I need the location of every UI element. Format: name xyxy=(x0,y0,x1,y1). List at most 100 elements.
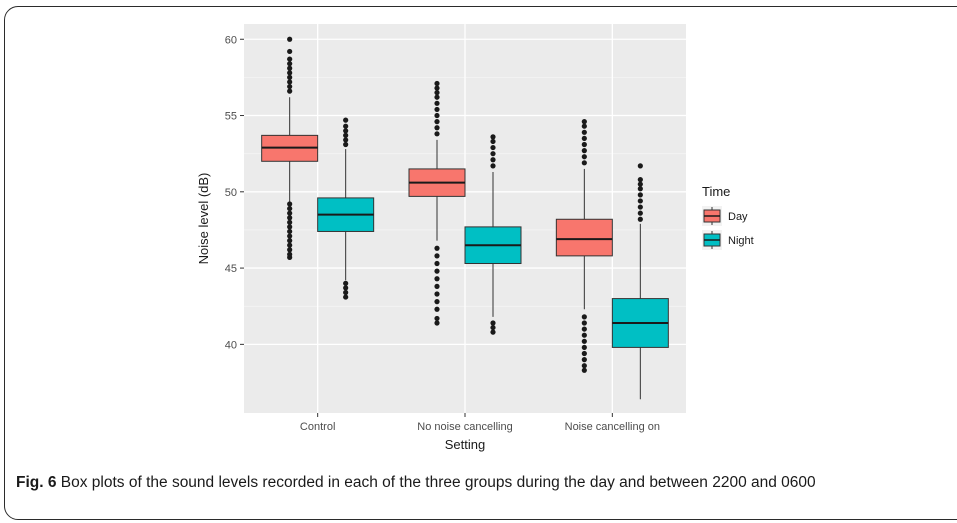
outlier-point xyxy=(582,339,587,344)
chart-svg: 40 45 50 55 60 Control No noise cancelling Nois… xyxy=(180,24,800,464)
outlier-point xyxy=(287,224,292,229)
outlier-point xyxy=(434,90,439,95)
outlier-point xyxy=(434,320,439,325)
outlier-point xyxy=(582,124,587,129)
outlier-point xyxy=(582,333,587,338)
outlier-point xyxy=(582,142,587,147)
outlier-point xyxy=(490,325,495,330)
outlier-point xyxy=(287,206,292,211)
outlier-point xyxy=(582,160,587,165)
outlier-point xyxy=(287,49,292,54)
outlier-point xyxy=(638,186,643,191)
outlier-point xyxy=(287,66,292,71)
outlier-point xyxy=(343,290,348,295)
outlier-point xyxy=(287,238,292,243)
y-tick-label: 50 xyxy=(225,187,237,199)
outlier-point xyxy=(638,217,643,222)
outlier-point xyxy=(287,61,292,66)
outlier-point xyxy=(343,294,348,299)
outlier-point xyxy=(490,151,495,156)
legend-key-day: Day xyxy=(702,206,748,226)
legend-title: Time xyxy=(702,184,730,199)
outlier-point xyxy=(490,320,495,325)
outlier-point xyxy=(434,316,439,321)
x-tick-label: No noise cancelling xyxy=(417,421,512,433)
outlier-point xyxy=(434,131,439,136)
outlier-point xyxy=(638,211,643,216)
outlier-point xyxy=(287,75,292,80)
outlier-point xyxy=(287,229,292,234)
y-tick-label: 45 xyxy=(225,263,237,275)
x-tick-label: Noise cancelling on xyxy=(565,421,660,433)
outlier-point xyxy=(287,79,292,84)
outlier-point xyxy=(343,118,348,123)
x-tick-label: Control xyxy=(300,421,335,433)
outlier-point xyxy=(638,182,643,187)
outlier-point xyxy=(434,113,439,118)
outlier-point xyxy=(287,243,292,248)
y-tick-label: 55 xyxy=(225,111,237,123)
outlier-point xyxy=(582,320,587,325)
figure-caption: Fig. 6 Box plots of the sound levels rec… xyxy=(16,471,941,494)
outlier-point xyxy=(582,345,587,350)
outlier-point xyxy=(287,215,292,220)
outlier-point xyxy=(582,154,587,159)
outlier-point xyxy=(343,285,348,290)
outlier-point xyxy=(582,136,587,141)
outlier-point xyxy=(582,314,587,319)
outlier-point xyxy=(434,307,439,312)
outlier-point xyxy=(638,192,643,197)
outlier-point xyxy=(638,204,643,209)
outlier-point xyxy=(434,276,439,281)
outlier-point xyxy=(343,281,348,286)
outlier-point xyxy=(434,246,439,251)
outlier-point xyxy=(343,142,348,147)
outlier-point xyxy=(287,252,292,257)
outlier-point xyxy=(434,253,439,258)
outlier-point xyxy=(434,85,439,90)
x-axis-title: Setting xyxy=(445,437,485,452)
outlier-point xyxy=(490,145,495,150)
y-tick-label: 60 xyxy=(225,34,237,46)
outlier-point xyxy=(434,291,439,296)
outlier-point xyxy=(582,363,587,368)
outlier-point xyxy=(287,70,292,75)
outlier-point xyxy=(287,247,292,252)
legend-key-night: Night xyxy=(702,230,754,250)
box-iqr xyxy=(556,219,612,256)
outlier-point xyxy=(434,284,439,289)
outlier-point xyxy=(287,201,292,206)
caption-label: Fig. 6 xyxy=(16,474,56,491)
outlier-point xyxy=(490,330,495,335)
outlier-point xyxy=(434,107,439,112)
outlier-point xyxy=(434,125,439,130)
outlier-point xyxy=(287,56,292,61)
outlier-point xyxy=(582,119,587,124)
outlier-point xyxy=(434,269,439,274)
outlier-point xyxy=(343,137,348,142)
outlier-point xyxy=(287,89,292,94)
outlier-point xyxy=(582,326,587,331)
outlier-point xyxy=(434,81,439,86)
box-plot-chart: 40 45 50 55 60 Control No noise cancelling Nois… xyxy=(180,24,800,464)
outlier-point xyxy=(343,128,348,133)
outlier-point xyxy=(638,198,643,203)
legend-label: Night xyxy=(728,235,754,247)
outlier-point xyxy=(434,299,439,304)
outlier-point xyxy=(434,261,439,266)
outlier-point xyxy=(582,148,587,153)
legend-label: Day xyxy=(728,211,748,223)
outlier-point xyxy=(582,130,587,135)
outlier-point xyxy=(638,177,643,182)
outlier-point xyxy=(434,95,439,100)
outlier-point xyxy=(582,368,587,373)
outlier-point xyxy=(490,163,495,168)
outlier-point xyxy=(287,84,292,89)
y-axis-title: Noise level (dB) xyxy=(196,173,211,265)
outlier-point xyxy=(287,220,292,225)
outlier-point xyxy=(582,351,587,356)
outlier-point xyxy=(490,139,495,144)
outlier-point xyxy=(638,163,643,168)
outlier-point xyxy=(287,37,292,42)
outlier-point xyxy=(287,233,292,238)
